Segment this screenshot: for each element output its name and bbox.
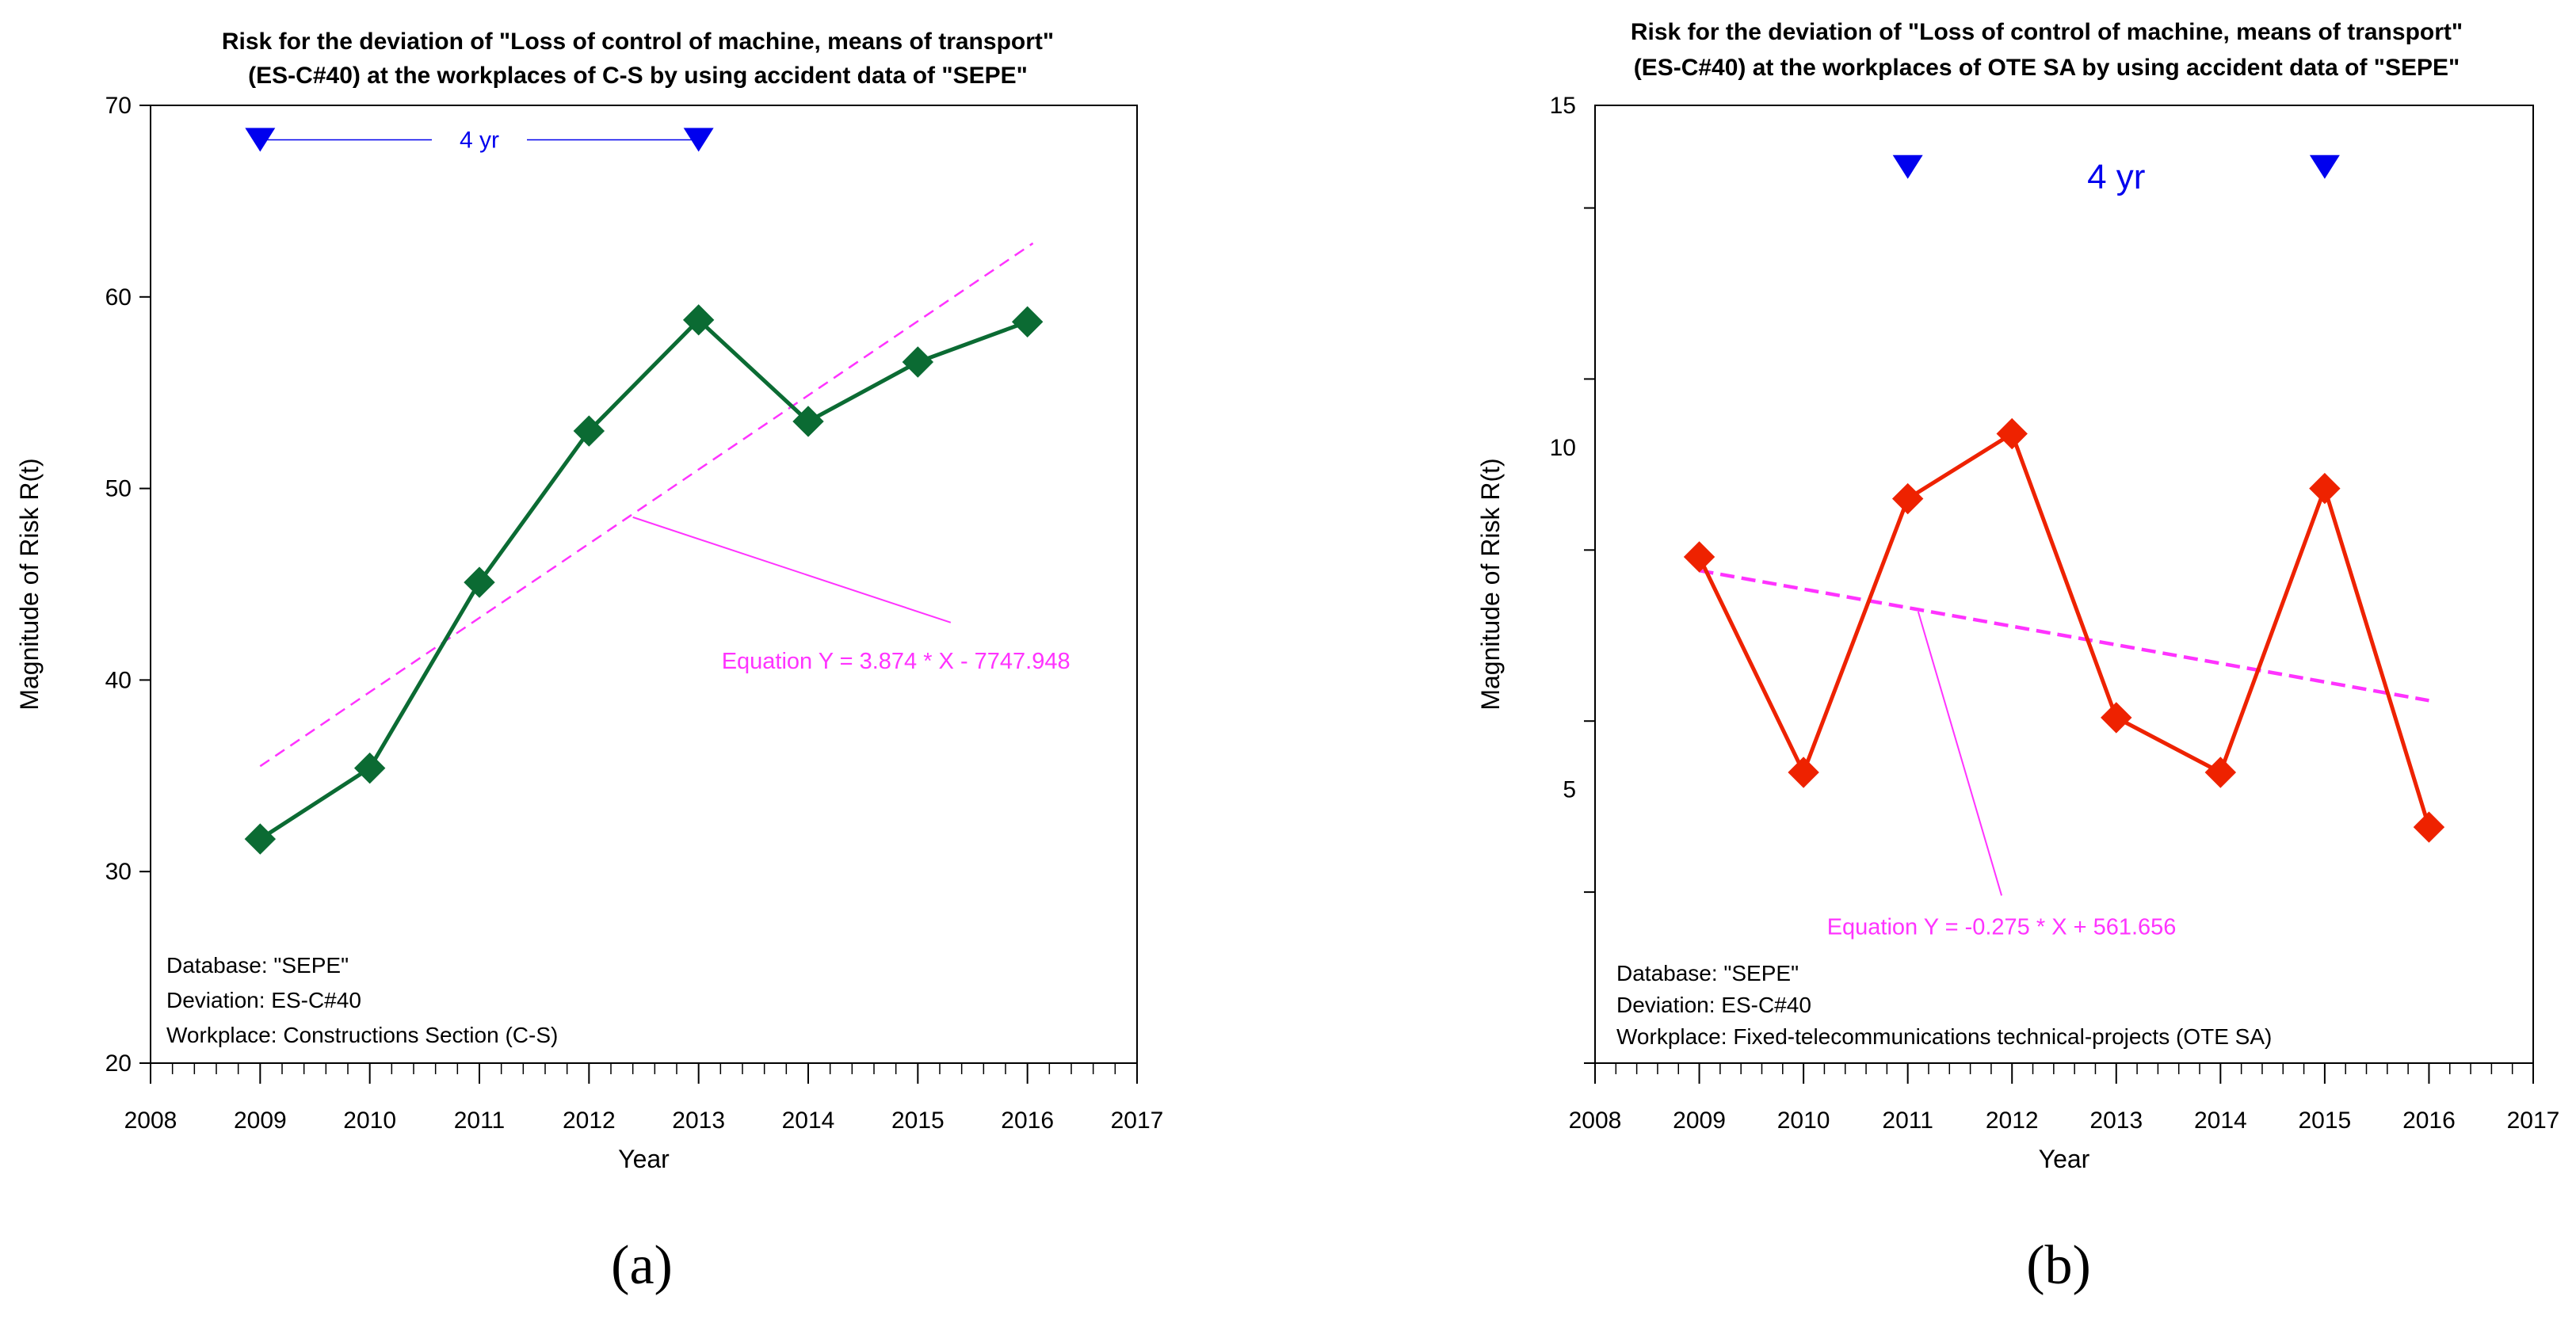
period-label: 4 yr xyxy=(460,128,499,154)
data-point xyxy=(1788,757,1819,788)
y-tick-label: 60 xyxy=(105,284,132,311)
data-point xyxy=(244,823,277,855)
y-tick-label: 70 xyxy=(105,93,132,119)
chart-title-line: Risk for the deviation of "Loss of contr… xyxy=(1631,19,2463,45)
data-point xyxy=(1996,417,2028,450)
data-point xyxy=(1683,541,1715,573)
y-tick-label: 40 xyxy=(105,667,132,693)
chart-a: Risk for the deviation of "Loss of contr… xyxy=(15,29,1163,1296)
series-line xyxy=(1697,430,2431,828)
info-text: Database: "SEPE" xyxy=(166,953,349,978)
period-marker-icon xyxy=(1892,154,1923,179)
x-tick-label: 2016 xyxy=(1001,1107,1054,1134)
y-tick-label: 10 xyxy=(1550,435,1576,461)
x-tick-label: 2014 xyxy=(782,1107,835,1134)
x-tick-label: 2009 xyxy=(1673,1107,1726,1134)
y-tick-label: 5 xyxy=(1563,777,1576,803)
x-tick-label: 2016 xyxy=(2402,1107,2456,1134)
data-point xyxy=(682,304,715,336)
x-tick-label: 2017 xyxy=(2507,1107,2560,1134)
x-tick-label: 2011 xyxy=(454,1107,506,1134)
info-text: Workplace: Fixed-telecommunications tech… xyxy=(1616,1024,2272,1049)
chart-title-line: (ES-C#40) at the workplaces of OTE SA by… xyxy=(1634,55,2460,81)
x-axis-label: Year xyxy=(618,1145,670,1173)
trend-line xyxy=(1699,569,2429,703)
figure-caption: (a) xyxy=(611,1235,673,1296)
y-tick-label: 20 xyxy=(105,1050,132,1077)
y-tick-label: 30 xyxy=(105,859,132,885)
x-tick-label: 2013 xyxy=(672,1107,725,1134)
equation-pointer xyxy=(1917,611,2003,896)
chart-title-line: (ES-C#40) at the workplaces of C-S by us… xyxy=(248,63,1028,89)
chart-title-line: Risk for the deviation of "Loss of contr… xyxy=(222,29,1054,55)
figure-caption: (b) xyxy=(2026,1235,2091,1296)
x-tick-label: 2009 xyxy=(234,1107,287,1134)
x-tick-label: 2008 xyxy=(124,1107,177,1134)
data-point xyxy=(2413,811,2445,843)
trend-equation: Equation Y = 3.874 * X - 7747.948 xyxy=(722,649,1070,674)
trend-equation: Equation Y = -0.275 * X + 561.656 xyxy=(1827,914,2177,940)
info-text: Database: "SEPE" xyxy=(1616,961,1799,985)
x-tick-label: 2010 xyxy=(1777,1107,1830,1134)
x-tick-label: 2011 xyxy=(1882,1107,1933,1134)
period-label: 4 yr xyxy=(2087,158,2145,196)
y-axis-label: Magnitude of Risk R(t) xyxy=(1476,458,1505,710)
data-point xyxy=(1011,306,1044,337)
info-text: Deviation: ES-C#40 xyxy=(1616,993,1811,1017)
plot-frame xyxy=(1594,105,2534,1064)
y-tick-label: 15 xyxy=(1550,93,1576,119)
series-line xyxy=(258,317,1028,841)
data-point xyxy=(573,415,605,447)
data-point xyxy=(2101,702,2132,734)
x-tick-label: 2012 xyxy=(1986,1107,2039,1134)
period-marker-icon xyxy=(2309,154,2340,179)
data-point xyxy=(2204,757,2237,788)
data-point xyxy=(1891,482,1924,515)
y-tick-label: 50 xyxy=(105,476,132,502)
x-tick-label: 2012 xyxy=(563,1107,616,1134)
data-point xyxy=(353,752,386,784)
x-tick-label: 2010 xyxy=(343,1107,396,1134)
x-tick-label: 2013 xyxy=(2089,1107,2143,1134)
x-axis-label: Year xyxy=(2039,1145,2090,1173)
data-point xyxy=(2309,472,2341,505)
trend-line xyxy=(259,242,1034,768)
x-tick-label: 2008 xyxy=(1569,1107,1622,1134)
info-text: Workplace: Constructions Section (C-S) xyxy=(166,1023,558,1047)
chart-b: Risk for the deviation of "Loss of contr… xyxy=(1476,19,2559,1296)
data-point xyxy=(902,346,934,378)
data-point xyxy=(464,566,495,598)
info-text: Deviation: ES-C#40 xyxy=(166,988,361,1012)
equation-pointer xyxy=(632,516,952,623)
plot-frame xyxy=(150,105,1138,1064)
data-point xyxy=(792,406,824,437)
x-tick-label: 2015 xyxy=(2299,1107,2352,1134)
x-tick-label: 2015 xyxy=(891,1107,945,1134)
y-axis-label: Magnitude of Risk R(t) xyxy=(15,458,44,710)
x-tick-label: 2014 xyxy=(2194,1107,2247,1134)
x-tick-label: 2017 xyxy=(1111,1107,1164,1134)
